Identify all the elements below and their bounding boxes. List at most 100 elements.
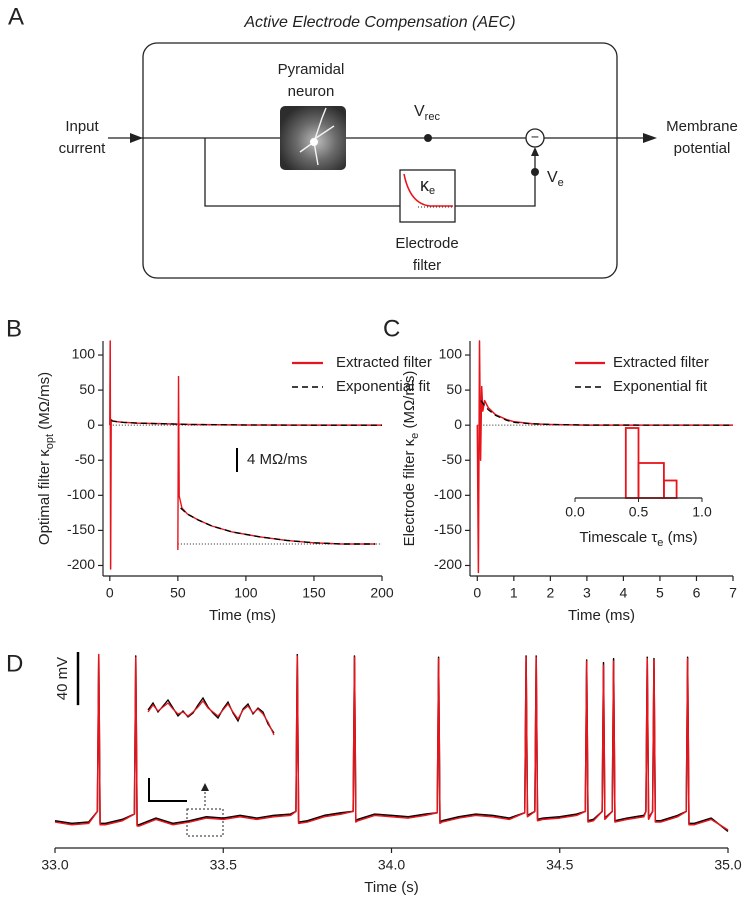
x-tick-label: 100	[234, 585, 258, 601]
y-tick-label: -200	[434, 556, 462, 572]
output-label: potential	[674, 140, 731, 157]
inset-line	[180, 507, 376, 545]
diagram-title: Active Electrode Compensation (AEC)	[243, 14, 515, 31]
y-tick-label: -200	[67, 556, 95, 572]
arrowhead	[531, 147, 539, 156]
inset-scale-bar	[148, 778, 187, 802]
arrowhead	[201, 783, 209, 791]
x-tick-label: 2	[546, 585, 554, 601]
x-tick-label: 150	[302, 585, 326, 601]
label-text: Optimal filter κ	[36, 449, 53, 545]
y-tick-label: 50	[446, 381, 462, 397]
zoom-box	[186, 808, 224, 837]
neuron-image	[280, 106, 346, 170]
label-text: (MΩ/ms)	[36, 372, 53, 434]
legend-label: Exponential fit	[336, 378, 431, 395]
neuron-label: neuron	[288, 83, 335, 100]
scale-bar-label: 40 mV	[54, 657, 71, 700]
neuron-label: Pyramidal	[278, 61, 345, 78]
feedback-wire	[204, 138, 400, 207]
histogram-bar	[637, 462, 665, 499]
x-tick-label: 200	[370, 585, 394, 601]
subtractor	[525, 128, 545, 148]
inset-x-tick-label: 0.5	[629, 504, 649, 520]
x-tick-label: 0	[106, 585, 114, 601]
label-text: Timescale τ	[579, 529, 657, 546]
histogram-bar	[624, 427, 640, 499]
y-tick-label: -150	[67, 521, 95, 537]
x-tick-label: 34.5	[546, 857, 573, 873]
y-tick-label: -50	[75, 451, 95, 467]
legend-label: Exponential fit	[613, 378, 708, 395]
axis-label: Timescale τe (ms)	[579, 529, 697, 549]
node	[424, 134, 432, 142]
axis-label: Electrode filter κe (MΩ/ms)	[401, 371, 421, 547]
label-text: (ms)	[663, 529, 697, 546]
filter-label: Electrode	[395, 235, 458, 252]
filter-symbol: κe	[420, 175, 435, 197]
x-tick-label: 33.5	[210, 857, 237, 873]
data-line	[54, 653, 729, 831]
v-rec-label: Vrec	[414, 103, 440, 123]
filter-curve	[403, 173, 453, 207]
filter-box	[399, 169, 456, 223]
system-box	[142, 42, 618, 279]
x-tick-label: 6	[693, 585, 701, 601]
inset-x-tick-label: 0.0	[565, 504, 585, 520]
arrowhead	[130, 133, 143, 143]
y-tick-label: 0	[454, 416, 462, 432]
diagram: Active Electrode Compensation (AEC) − κe…	[59, 14, 738, 279]
x-tick-label: 1	[510, 585, 518, 601]
label-sub: e	[409, 433, 421, 439]
scale-bar-label: 4 MΩ/ms	[247, 451, 307, 468]
inset-trace	[147, 699, 275, 736]
filter-label: filter	[413, 257, 441, 274]
v-e-label: Ve	[547, 169, 564, 189]
x-tick-label: 50	[170, 585, 186, 601]
x-tick-label: 34.0	[378, 857, 405, 873]
output-label: Membrane	[666, 118, 738, 135]
histogram-bar	[663, 479, 678, 499]
x-axis-label: Time (ms)	[568, 607, 635, 624]
y-tick-label: -50	[442, 451, 462, 467]
y-tick-label: -150	[434, 521, 462, 537]
x-tick-label: 33.0	[41, 857, 68, 873]
neuron-soma	[310, 138, 318, 146]
legend-label: Extracted filter	[613, 354, 709, 371]
feedback-wire	[455, 152, 536, 207]
input-label: Input	[65, 118, 99, 135]
inset-x-tick-label: 1.0	[692, 504, 712, 520]
panel-label: D	[6, 650, 23, 677]
y-tick-label: 100	[439, 346, 463, 362]
input-label: current	[59, 140, 107, 157]
y-tick-label: 0	[87, 416, 95, 432]
x-tick-label: 5	[656, 585, 664, 601]
node	[531, 168, 539, 176]
x-tick-label: 4	[620, 585, 628, 601]
x-tick-label: 35.0	[714, 857, 741, 873]
label-sub: opt	[44, 434, 56, 449]
x-axis-label: Time (s)	[364, 879, 418, 896]
arrowhead	[643, 133, 657, 143]
data-line	[110, 419, 382, 426]
x-tick-label: 7	[729, 585, 737, 601]
y-tick-label: 100	[72, 346, 96, 362]
x-tick-label: 0	[473, 585, 481, 601]
x-tick-label: 3	[583, 585, 591, 601]
y-tick-label: 50	[79, 381, 95, 397]
axis-label: Optimal filter κopt (MΩ/ms)	[36, 372, 56, 545]
legend-label: Extracted filter	[336, 354, 432, 371]
panel-label: A	[8, 3, 24, 30]
panel-label: C	[383, 315, 400, 342]
label-text: Electrode filter κ	[401, 438, 418, 546]
label-text: (MΩ/ms)	[401, 371, 418, 433]
panel-label: B	[6, 315, 22, 342]
subtract-sign: −	[531, 129, 539, 145]
data-line	[54, 653, 729, 832]
label-sub: e	[657, 537, 663, 549]
x-axis-label: Time (ms)	[209, 607, 276, 624]
y-tick-label: -100	[434, 486, 462, 502]
data-line	[480, 400, 734, 426]
y-tick-label: -100	[67, 486, 95, 502]
